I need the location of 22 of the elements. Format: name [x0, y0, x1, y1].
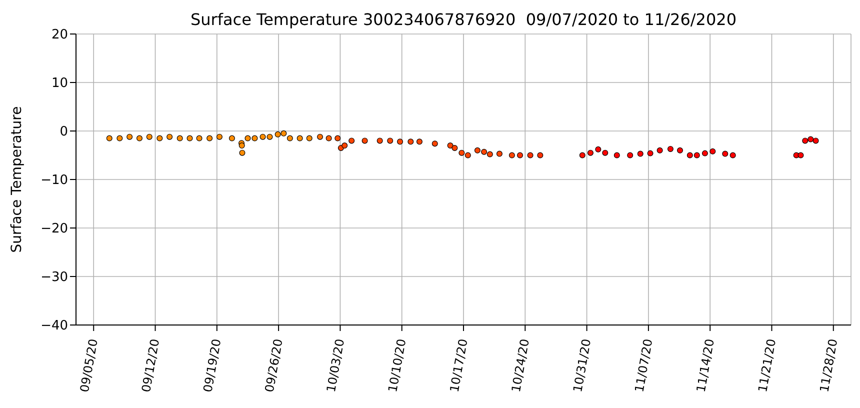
- x-tick-label: 10/17/20: [447, 338, 470, 394]
- x-tick-label: 09/12/20: [139, 338, 162, 394]
- y-tick-label: −10: [40, 173, 68, 188]
- x-tick-label: 09/05/20: [77, 338, 101, 394]
- chart-title: Surface Temperature 300234067876920 09/07/2020 to 11/26/2020: [189, 10, 738, 29]
- y-tick-label: −40: [40, 318, 68, 334]
- y-tick-label: −20: [40, 222, 68, 237]
- y-tick-label: 10: [51, 76, 68, 92]
- x-tick-label: 10/24/20: [508, 338, 532, 394]
- x-tick-label: 10/31/20: [570, 338, 594, 394]
- x-tick-label: 10/10/20: [386, 338, 409, 394]
- y-axis-title: Surface Temperature: [8, 106, 25, 253]
- y-tick-label: 20: [51, 28, 68, 43]
- x-tick-label: 11/21/20: [755, 338, 779, 394]
- x-tick-label: 11/28/20: [817, 338, 840, 394]
- x-tick-label: 11/07/20: [632, 338, 656, 394]
- y-tick-label: 0: [60, 124, 68, 140]
- x-tick-label: 11/14/20: [694, 338, 717, 394]
- x-tick-label: 10/03/20: [324, 338, 348, 394]
- x-tick-label: 09/19/20: [200, 338, 224, 394]
- x-tick-label: 09/26/20: [262, 338, 286, 394]
- y-tick-label: −30: [40, 270, 68, 286]
